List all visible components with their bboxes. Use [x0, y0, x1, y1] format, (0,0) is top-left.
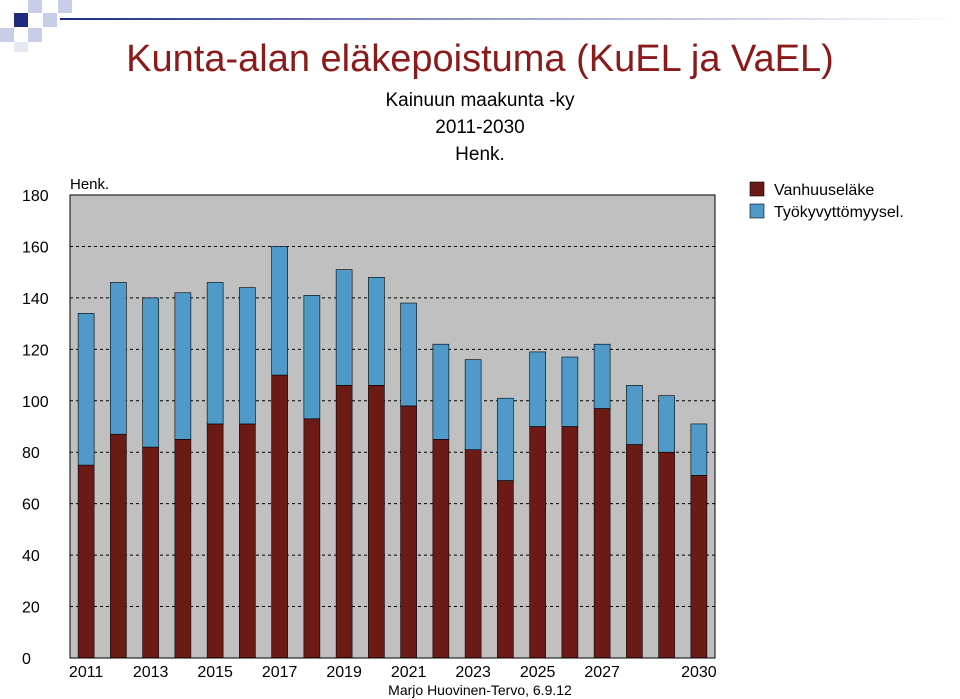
bar-tyokyvyttomyysel-2018: [303, 295, 321, 420]
bar-tyokyvyttomyysel-2027: [593, 343, 611, 409]
bar-tyokyvyttomyysel-2013: [142, 297, 159, 448]
decor-square-3: [43, 13, 57, 27]
x-tick-label: 2013: [133, 664, 169, 681]
bar-tyokyvyttomyysel-2012: [110, 282, 127, 435]
x-tick-label: 2011: [69, 664, 104, 681]
plot-border: [69, 194, 716, 659]
bar-tyokyvyttomyysel-2026: [561, 356, 579, 427]
decor-square-5: [0, 28, 14, 42]
bar-vanhuuselake-2012: [110, 433, 127, 659]
decor-top-line: [60, 18, 960, 20]
y-tick-label: 20: [22, 600, 40, 617]
bar-vanhuuselake-2017: [271, 374, 288, 659]
bar-vanhuuselake-2016: [239, 423, 256, 659]
bar-tyokyvyttomyysel-2022: [432, 343, 450, 440]
x-tick-label: 2021: [391, 664, 427, 681]
y-tick-label: 40: [22, 548, 40, 565]
decor-square-2: [28, 0, 42, 13]
x-tick-label: 2019: [326, 664, 362, 681]
bar-vanhuuselake-2027: [593, 408, 611, 659]
bar-vanhuuselake-2019: [335, 385, 353, 659]
x-tick-label: 2017: [262, 664, 298, 681]
bar-tyokyvyttomyysel-2028: [626, 385, 643, 445]
decor-square-1: [14, 13, 28, 27]
bar-vanhuuselake-2011: [77, 464, 95, 659]
bar-tyokyvyttomyysel-2021: [400, 302, 417, 407]
decor-square-6: [58, 0, 72, 13]
x-tick-label: 2030: [681, 664, 717, 681]
bar-tyokyvyttomyysel-2023: [464, 359, 482, 450]
bar-vanhuuselake-2014: [174, 439, 192, 659]
legend-label: Työkyvyttömyysel.: [774, 204, 904, 221]
bar-tyokyvyttomyysel-2030: [690, 423, 708, 476]
footer-author: Marjo Huovinen-Tervo, 6.9.12: [388, 682, 572, 698]
x-tick-label: 2023: [455, 664, 491, 681]
slide-title: Kunta-alan eläkepoistuma (KuEL ja VaEL): [126, 38, 834, 80]
y-tick-label: 100: [22, 394, 49, 411]
bar-vanhuuselake-2029: [658, 451, 675, 659]
bar-tyokyvyttomyysel-2025: [529, 351, 546, 427]
x-tick-label: 2015: [197, 664, 233, 681]
x-tick-label: 2025: [520, 664, 556, 681]
bar-tyokyvyttomyysel-2029: [658, 395, 675, 453]
legend-swatch: [749, 203, 765, 219]
bar-vanhuuselake-2023: [464, 449, 482, 659]
bar-vanhuuselake-2026: [561, 426, 579, 659]
subtitle-line-3: Henk.: [455, 144, 505, 165]
bar-vanhuuselake-2025: [529, 426, 546, 659]
y-tick-label: 0: [22, 651, 31, 668]
bar-vanhuuselake-2028: [626, 444, 643, 659]
bar-vanhuuselake-2015: [206, 423, 224, 659]
subtitle-line-1: Kainuun maakunta -ky: [385, 90, 575, 111]
y-unit-label: Henk.: [70, 176, 109, 193]
legend-label: Vanhuuseläke: [774, 182, 874, 199]
bar-vanhuuselake-2021: [400, 405, 417, 659]
decor-square-4: [28, 28, 42, 42]
x-tick-label: 2027: [584, 664, 620, 681]
y-tick-label: 160: [22, 239, 49, 256]
bar-tyokyvyttomyysel-2015: [206, 282, 224, 425]
bar-tyokyvyttomyysel-2020: [368, 277, 385, 386]
subtitle-line-2: 2011-2030: [435, 117, 525, 138]
bar-vanhuuselake-2022: [432, 439, 450, 659]
bar-vanhuuselake-2030: [690, 475, 708, 659]
bar-vanhuuselake-2018: [303, 418, 321, 659]
plot-area: [70, 195, 715, 658]
y-tick-label: 80: [22, 445, 40, 462]
bar-tyokyvyttomyysel-2017: [271, 246, 288, 376]
decor-square-7: [14, 42, 28, 52]
bar-vanhuuselake-2013: [142, 446, 159, 659]
bar-tyokyvyttomyysel-2014: [174, 292, 192, 440]
y-tick-label: 140: [22, 291, 49, 308]
bar-tyokyvyttomyysel-2011: [77, 313, 95, 466]
bar-vanhuuselake-2020: [368, 385, 385, 659]
bar-tyokyvyttomyysel-2019: [335, 269, 353, 386]
y-tick-label: 120: [22, 342, 49, 359]
bar-vanhuuselake-2024: [497, 480, 514, 659]
y-tick-label: 180: [22, 188, 49, 205]
legend-swatch: [749, 181, 765, 197]
bar-tyokyvyttomyysel-2016: [239, 287, 256, 425]
y-tick-label: 60: [22, 497, 40, 514]
bar-tyokyvyttomyysel-2024: [497, 397, 514, 481]
